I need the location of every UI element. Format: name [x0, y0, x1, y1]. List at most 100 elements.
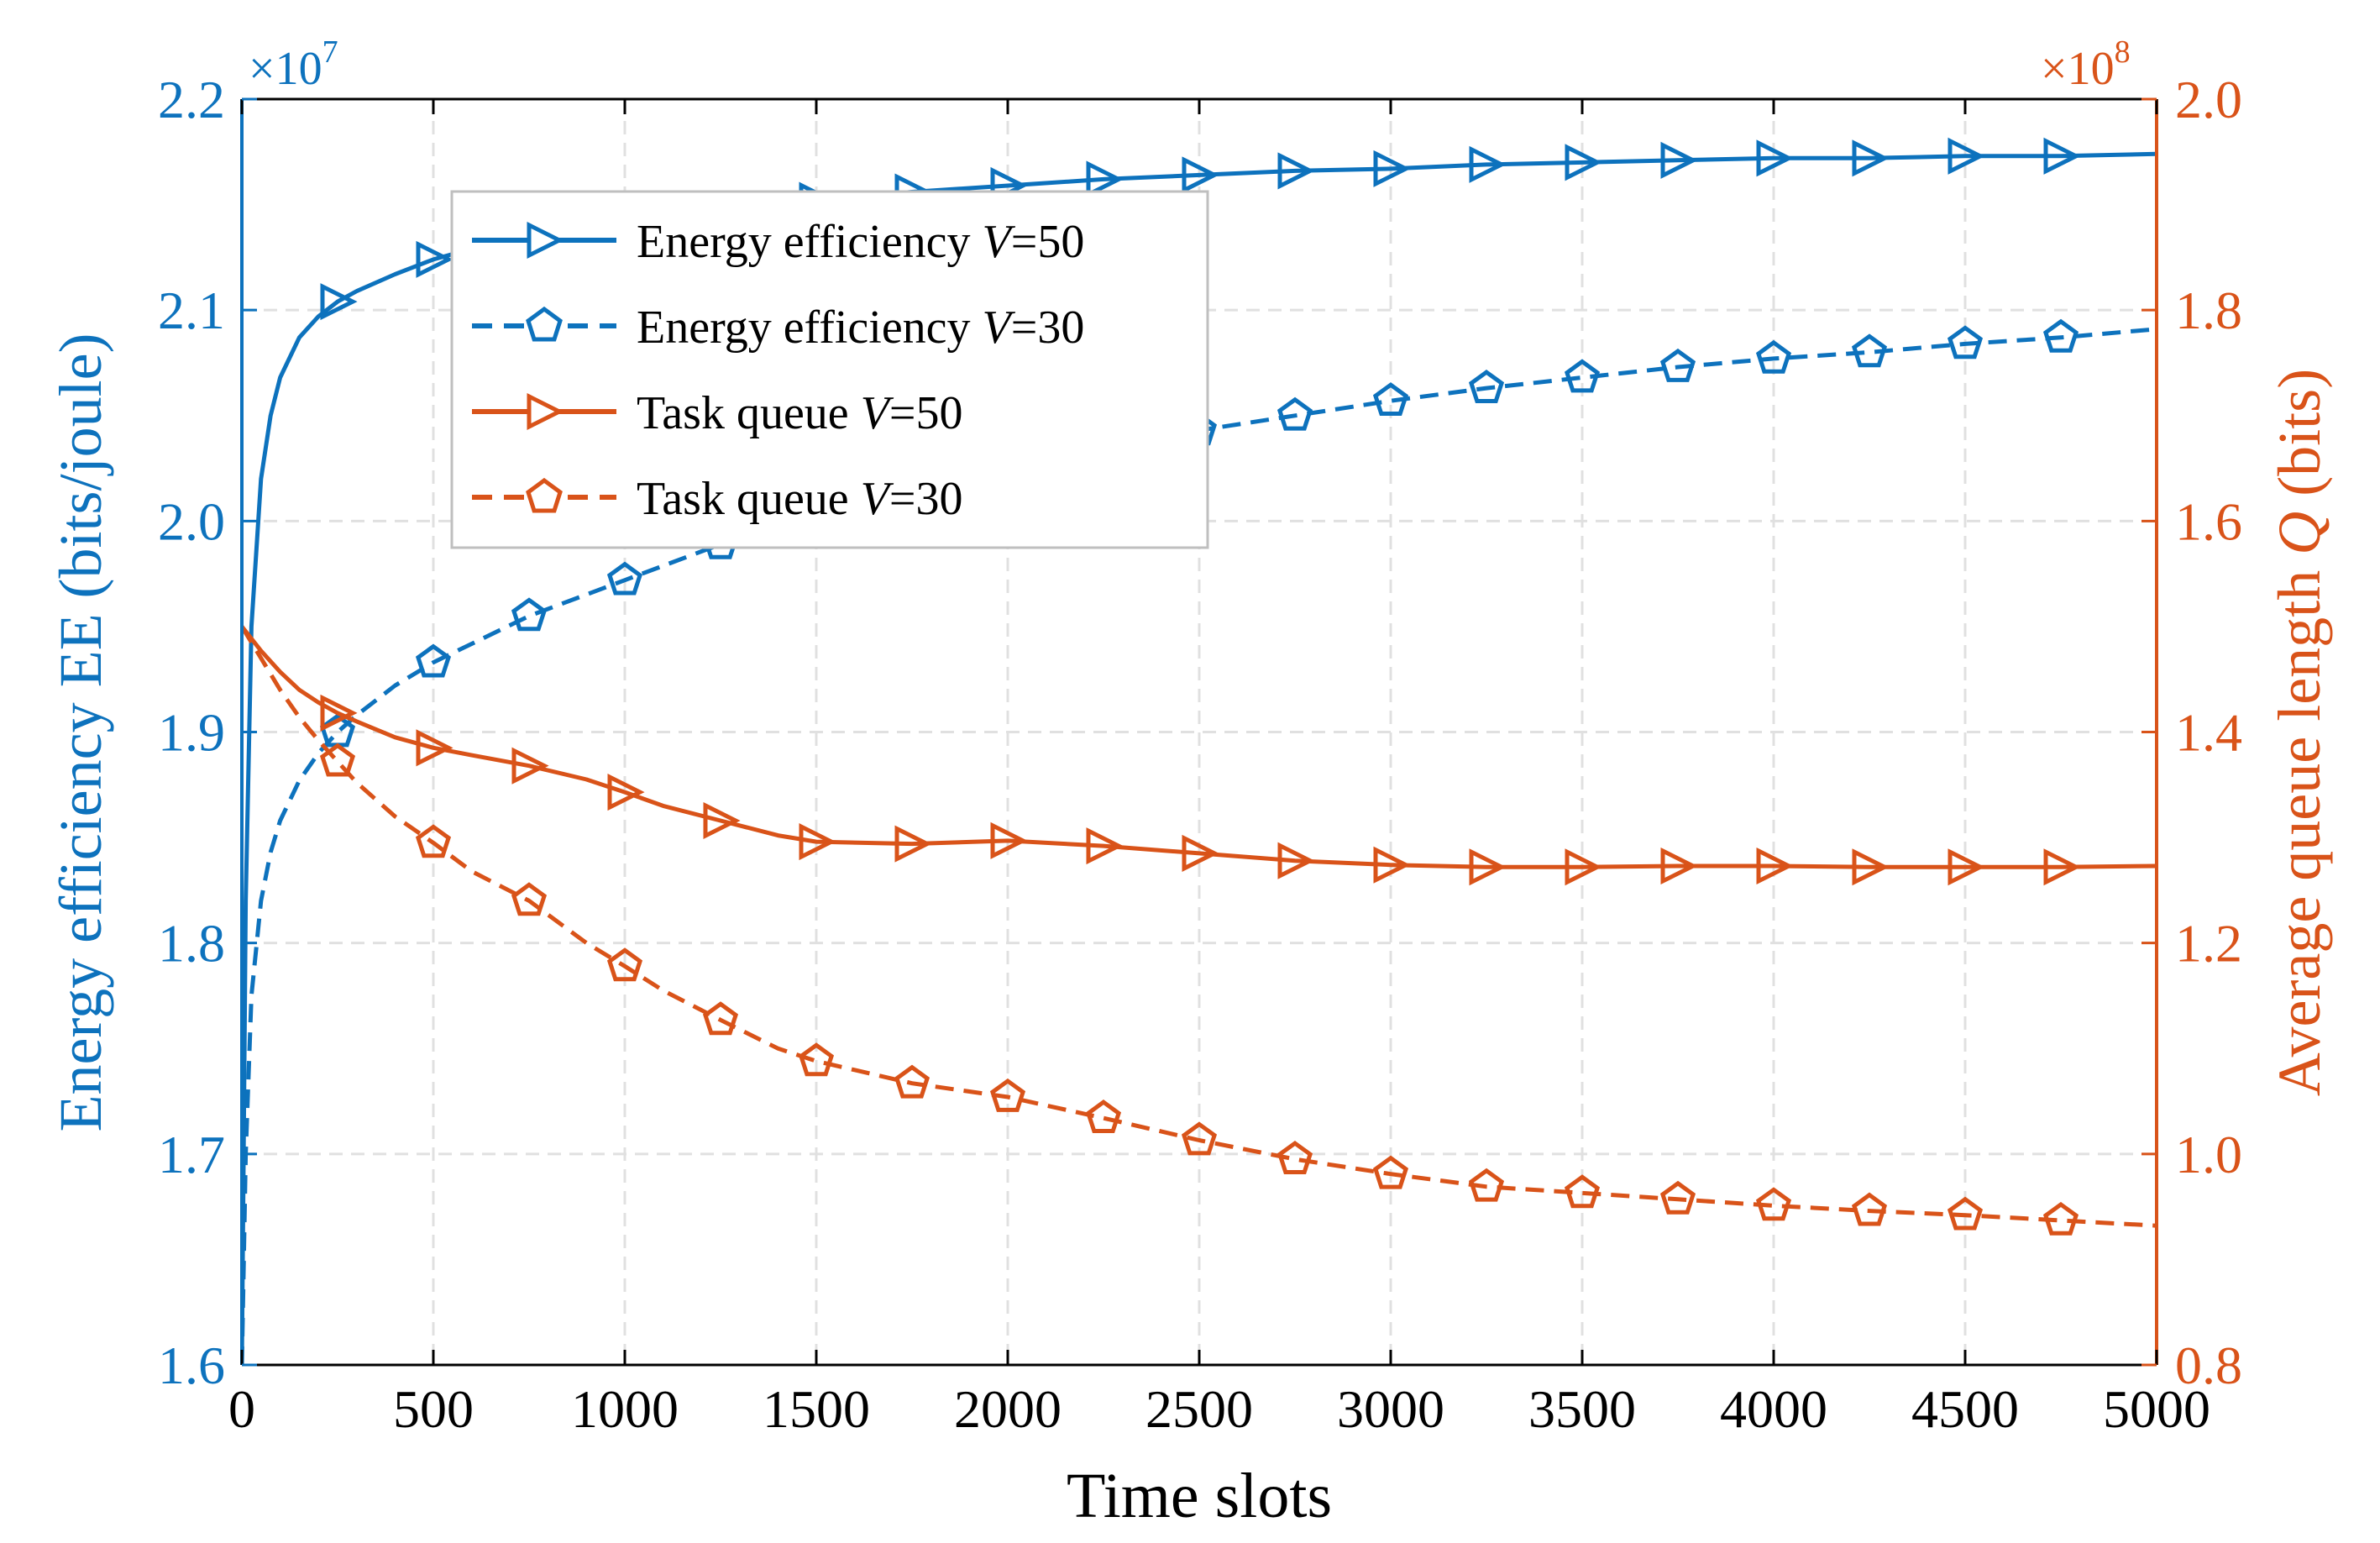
series-marker-0	[2043, 137, 2081, 175]
left-tick-label: 1.7	[158, 1125, 225, 1184]
series-marker-0	[1182, 156, 1219, 194]
series-marker-3	[1181, 1121, 1218, 1156]
series-marker-1	[1947, 325, 1984, 360]
left-tick-label: 2.0	[158, 491, 225, 551]
series-marker-2	[1086, 827, 1124, 865]
series-marker-1	[1851, 333, 1888, 368]
left-exponent-label: ×107	[249, 34, 338, 95]
series-marker-2	[511, 747, 549, 785]
series-marker-3	[415, 824, 452, 858]
series-marker-1	[1755, 339, 1792, 374]
series-marker-1	[1564, 359, 1601, 393]
left-tick-label: 1.9	[158, 703, 225, 763]
legend-box	[450, 190, 1209, 549]
x-tick-label: 500	[393, 1379, 474, 1439]
series-marker-3	[1755, 1187, 1792, 1221]
series-marker-0	[1277, 152, 1315, 190]
series-marker-3	[1564, 1174, 1601, 1209]
series-marker-1	[1372, 382, 1409, 416]
series-marker-0	[1756, 139, 1794, 177]
series-marker-2	[1660, 847, 1698, 885]
series-marker-3	[606, 947, 643, 982]
series-marker-3	[319, 743, 356, 777]
series-marker-0	[1852, 139, 1890, 177]
series-marker-2	[320, 694, 358, 732]
ticks: 0 500 1000 1500 2000 2500 3000 3500 4000 4500 5000…	[158, 70, 2242, 1439]
series-marker-0	[1086, 160, 1124, 198]
series-marker-3	[989, 1078, 1026, 1112]
series-marker-3	[511, 882, 548, 916]
left-axis-title: Energy efficiency EE (bits/joule)	[47, 333, 114, 1131]
series-marker-3	[2042, 1201, 2079, 1236]
series-marker-0	[1565, 144, 1602, 181]
series-marker-2	[703, 801, 741, 840]
series-line-2	[242, 625, 2157, 869]
series-marker-2	[416, 729, 453, 767]
right-tick-label: 1.6	[2175, 491, 2242, 551]
legend-item-tq-v50: Task queue V=50	[472, 387, 962, 439]
series-marker-2	[1373, 846, 1411, 884]
right-tick-label: 1.0	[2175, 1125, 2242, 1184]
series-marker-3	[798, 1042, 835, 1077]
x-tick-label: 1000	[571, 1379, 679, 1439]
series-marker-0	[1469, 145, 1507, 183]
x-tick-label: 4000	[1720, 1379, 1827, 1439]
x-tick-label: 5000	[2103, 1379, 2210, 1439]
x-tick-label: 0	[228, 1379, 255, 1439]
left-tick-label: 2.1	[158, 281, 225, 340]
x-axis-title: Time slots	[1067, 1461, 1332, 1531]
x-tick-label: 2500	[1145, 1379, 1253, 1439]
series-3	[242, 625, 2157, 1236]
legend-marker-ee-v50	[527, 221, 564, 260]
series-marker-1	[415, 643, 452, 678]
series-marker-3	[894, 1064, 931, 1099]
series-marker-2	[1182, 834, 1219, 872]
series-marker-2	[1277, 842, 1315, 879]
x-tick-label: 3500	[1528, 1379, 1636, 1439]
series-marker-3	[1085, 1100, 1122, 1133]
right-tick-label: 0.8	[2175, 1336, 2242, 1395]
x-tick-label: 4500	[1911, 1379, 2019, 1439]
series-marker-1	[606, 561, 643, 596]
series-marker-3	[1468, 1168, 1505, 1202]
x-tick-label: 3000	[1337, 1379, 1444, 1439]
right-tick-label: 1.8	[2175, 281, 2242, 340]
legend-item-ee-v30: Energy efficiency V=30	[472, 302, 1084, 354]
series-marker-2	[990, 821, 1028, 859]
series-line-3	[242, 625, 2157, 1228]
legend-item-ee-v50: Energy efficiency V=50	[472, 216, 1084, 268]
series-marker-2	[1756, 847, 1794, 885]
legend-label-tq-v30: Task queue V=30	[637, 473, 962, 525]
series-marker-1	[2042, 318, 2079, 353]
series-marker-1	[1276, 396, 1313, 431]
x-tick-label: 1500	[763, 1379, 870, 1439]
x-tick-label: 2000	[954, 1379, 1062, 1439]
left-tick-label: 2.2	[158, 70, 225, 129]
legend-marker-ee-v30	[526, 306, 563, 342]
series-marker-0	[1373, 150, 1411, 187]
series-marker-0	[1948, 137, 1985, 175]
series-marker-0	[416, 240, 453, 278]
series-marker-3	[1276, 1141, 1313, 1174]
series-2	[242, 625, 2157, 886]
series-marker-0	[1660, 141, 1698, 179]
legend-marker-tq-v50	[527, 392, 564, 431]
series-marker-2	[1948, 848, 1985, 886]
series-marker-2	[1469, 848, 1507, 886]
series-marker-3	[1947, 1196, 1984, 1231]
legend-label-tq-v50: Task queue V=50	[637, 387, 962, 439]
legend-item-tq-v30: Task queue V=30	[472, 473, 962, 525]
left-tick-label: 1.8	[158, 914, 225, 974]
left-tick-label: 1.6	[158, 1336, 225, 1395]
series-marker-3	[1659, 1180, 1696, 1215]
right-exponent-label: ×10×108	[2041, 34, 2131, 95]
series-marker-2	[1852, 848, 1890, 886]
series-marker-2	[607, 774, 645, 811]
series-marker-2	[1565, 848, 1602, 886]
series-marker-0	[320, 283, 358, 321]
series-marker-3	[1372, 1155, 1409, 1189]
series-marker-2	[894, 825, 932, 863]
right-tick-label: 1.2	[2175, 914, 2242, 974]
legend-label-ee-v30: Energy efficiency V=30	[637, 302, 1084, 354]
